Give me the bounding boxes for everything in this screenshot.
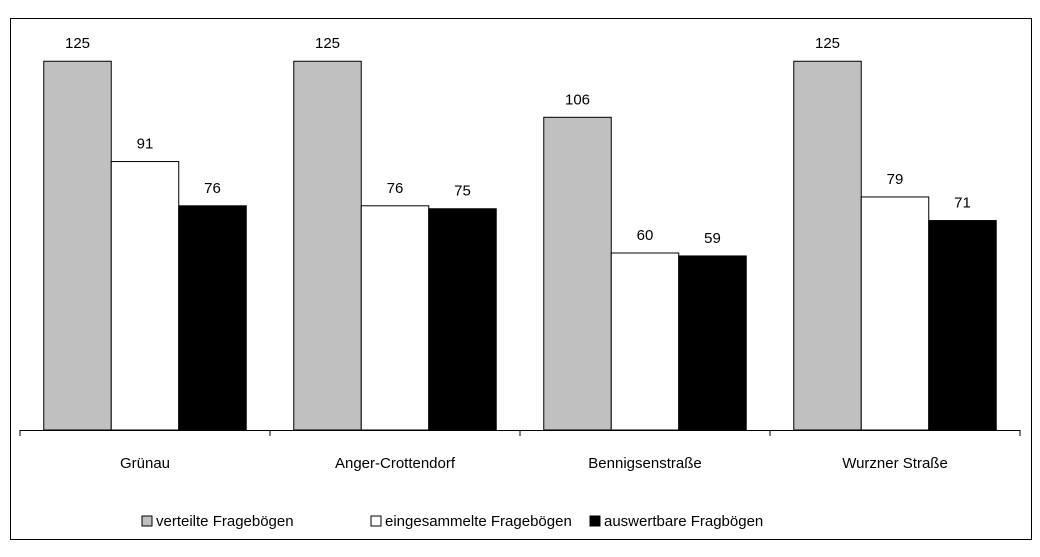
legend-label: auswertbare Fragbögen xyxy=(604,513,763,530)
bar xyxy=(678,255,747,431)
data-label: 79 xyxy=(887,171,904,188)
x-tick-label: Bennigsenstraße xyxy=(588,455,701,472)
data-label: 76 xyxy=(204,180,221,197)
x-tick-label: Anger-Crottendorf xyxy=(335,455,456,472)
x-tick-label: Wurzner Straße xyxy=(842,455,948,472)
data-label: 59 xyxy=(704,230,721,247)
bar xyxy=(43,60,112,431)
bar xyxy=(293,60,362,431)
bar xyxy=(543,116,612,431)
data-label: 106 xyxy=(565,91,590,108)
data-label: 125 xyxy=(315,35,340,52)
bar xyxy=(610,252,680,431)
bar xyxy=(928,220,997,431)
bar xyxy=(428,208,497,431)
bar xyxy=(793,60,862,431)
data-label: 125 xyxy=(65,35,90,52)
data-label: 60 xyxy=(637,227,654,244)
bar xyxy=(110,161,180,431)
legend-label: eingesammelte Fragebögen xyxy=(385,513,572,530)
data-label: 75 xyxy=(454,183,471,200)
legend-swatch xyxy=(141,515,153,527)
data-label: 125 xyxy=(815,35,840,52)
bar xyxy=(860,196,930,431)
x-tick-label: Grünau xyxy=(120,455,170,472)
legend-label: verteilte Fragebögen xyxy=(156,513,294,530)
legend-swatch xyxy=(589,515,601,527)
data-label: 91 xyxy=(137,136,154,153)
bar xyxy=(178,205,247,431)
data-label: 71 xyxy=(954,195,971,212)
data-label: 76 xyxy=(387,180,404,197)
legend-swatch xyxy=(370,515,382,527)
bar xyxy=(360,205,430,431)
